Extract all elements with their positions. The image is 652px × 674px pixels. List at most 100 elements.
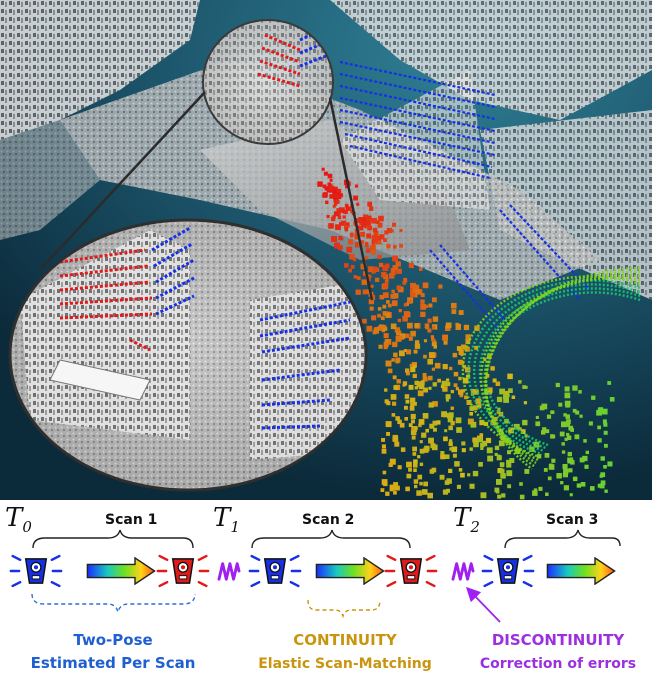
trajectory-point: [376, 235, 381, 241]
trajectory-point: [360, 231, 366, 237]
trajectory-point: [371, 269, 376, 274]
trajectory-point: [493, 416, 498, 422]
trajectory-point: [600, 480, 606, 486]
trajectory-point: [403, 349, 407, 352]
trajectory-point: [431, 325, 436, 330]
trajectory-point: [591, 395, 596, 400]
trajectory-point: [604, 443, 608, 448]
trajectory-point: [506, 462, 512, 468]
trajectory-point: [333, 196, 337, 201]
trajectory-point: [404, 394, 410, 399]
lidar-sensor-icon: [9, 554, 63, 588]
trajectory-point: [402, 281, 407, 285]
trajectory-point: [354, 233, 361, 240]
trajectory-point: [396, 268, 402, 274]
trajectory-point: [561, 442, 565, 446]
trajectory-point: [413, 284, 419, 291]
trajectory-point: [364, 223, 369, 229]
trajectory-point: [384, 263, 390, 269]
trajectory-point: [325, 200, 329, 204]
trajectory-point: [455, 417, 462, 424]
trajectory-point: [501, 493, 506, 498]
trajectory-point: [384, 388, 388, 392]
trajectory-point: [410, 403, 415, 408]
trajectory-point: [419, 267, 423, 271]
trajectory-point: [408, 384, 414, 390]
trajectory-point: [378, 344, 383, 349]
trajectory-point: [336, 192, 340, 196]
trajectory-point: [567, 451, 572, 457]
trajectory-point: [420, 293, 425, 298]
trajectory-point: [492, 378, 497, 383]
trajectory-point: [603, 465, 607, 469]
trajectory-point: [356, 202, 360, 206]
trajectory-point: [454, 461, 460, 467]
trajectory-point: [345, 222, 349, 226]
trajectory-point: [599, 474, 603, 478]
trajectory-point: [411, 430, 417, 436]
trajectory-point: [412, 446, 417, 452]
trajectory-point: [496, 455, 502, 461]
trajectory-point: [336, 188, 342, 194]
trajectory-point: [337, 245, 343, 251]
trajectory-point: [371, 238, 377, 244]
trajectory-point: [441, 380, 447, 387]
lidar-sensor-icon: [384, 554, 438, 588]
trajectory-point: [356, 276, 361, 280]
trajectory-point: [607, 381, 612, 385]
trajectory-point: [434, 362, 441, 369]
caption-two-pose-line2: Estimated Per Scan: [31, 654, 196, 672]
trajectory-point: [385, 278, 389, 282]
trajectory-point: [449, 447, 453, 451]
trajectory-point: [396, 285, 401, 290]
trajectory-point: [437, 378, 441, 383]
trajectory-point: [397, 465, 402, 470]
trajectory-point: [445, 322, 452, 329]
trajectory-point: [588, 421, 593, 426]
trajectory-point: [448, 417, 453, 422]
trajectory-point: [490, 420, 496, 426]
sweep-ring: [484, 266, 641, 470]
trajectory-point: [462, 377, 469, 384]
trajectory-point: [411, 435, 416, 440]
trajectory-point: [385, 360, 392, 367]
trajectory-point: [393, 245, 397, 249]
scan-3-brace: [504, 529, 621, 549]
trajectory-point: [422, 413, 429, 419]
trajectory-point: [439, 474, 445, 480]
trajectory-point: [348, 239, 354, 245]
trajectory-point: [429, 423, 435, 429]
trajectory-point: [410, 397, 416, 403]
trajectory-point: [444, 429, 448, 433]
trajectory-point: [394, 327, 401, 333]
trajectory-point: [405, 399, 410, 404]
trajectory-point: [600, 456, 605, 461]
trajectory-point: [406, 349, 412, 355]
trajectory-point: [379, 234, 385, 240]
trajectory-point: [366, 325, 373, 332]
trajectory-point: [555, 382, 560, 388]
trajectory-point: [323, 192, 328, 197]
trajectory-point: [406, 473, 412, 479]
trajectory-point: [483, 357, 487, 361]
trajectory-point: [479, 420, 485, 426]
trajectory-point: [428, 437, 434, 444]
trajectory-point: [448, 468, 453, 473]
trajectory-point: [419, 481, 423, 486]
trajectory-point: [508, 388, 513, 393]
trajectory-point: [410, 292, 416, 298]
trajectory-point: [558, 402, 563, 407]
big-zoom-lens: [8, 218, 368, 492]
trajectory-point: [382, 283, 389, 289]
trajectory-point: [361, 217, 366, 223]
trajectory-point: [393, 293, 399, 299]
trajectory-point: [399, 243, 403, 248]
trajectory-point: [507, 484, 512, 489]
trajectory-point: [496, 479, 502, 485]
trajectory-point: [422, 373, 427, 377]
trajectory-point: [428, 402, 434, 408]
trajectory-point: [445, 394, 451, 400]
scan-1-label: Scan 1: [105, 512, 157, 528]
lidar-sweep-arc: [461, 266, 641, 470]
scan-3-label: Scan 3: [546, 512, 598, 528]
